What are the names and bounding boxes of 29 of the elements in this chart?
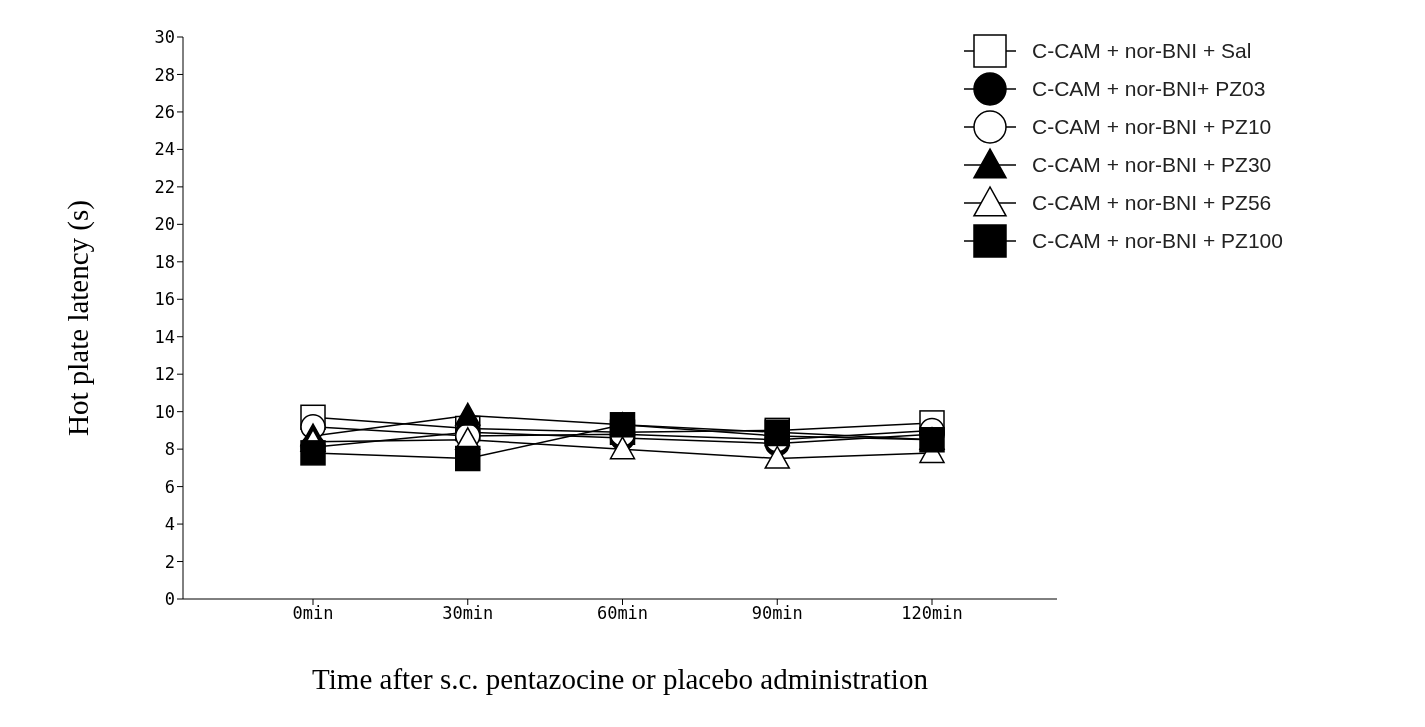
y-tick-label: 12 xyxy=(154,364,175,385)
y-tick-label: 4 xyxy=(164,514,175,535)
y-tick-label: 10 xyxy=(154,401,175,422)
y-tick-label: 28 xyxy=(154,64,175,85)
y-tick-label: 22 xyxy=(154,176,175,197)
legend-label: C-CAM + nor-BNI + PZ100 xyxy=(1032,229,1283,253)
x-tick-label: 60min xyxy=(596,603,649,624)
legend-label: C-CAM + nor-BNI + PZ30 xyxy=(1032,153,1272,177)
x-tick-label: 120min xyxy=(901,603,963,624)
legend-label: C-CAM + nor-BNI + PZ56 xyxy=(1032,191,1272,215)
y-tick-label: 2 xyxy=(164,551,175,572)
x-axis-title: Time after s.c. pentazocine or placebo administration xyxy=(312,663,929,695)
y-tick-label: 30 xyxy=(154,27,175,48)
x-tick-label: 0min xyxy=(292,603,334,624)
y-tick-label: 24 xyxy=(154,139,175,160)
legend-label: C-CAM + nor-BNI + PZ10 xyxy=(1032,115,1272,139)
y-tick-label: 0 xyxy=(164,589,175,610)
y-tick-label: 8 xyxy=(164,439,175,460)
y-tick-label: 16 xyxy=(154,289,175,310)
x-tick-label: 90min xyxy=(751,603,803,624)
y-tick-label: 6 xyxy=(164,476,175,497)
legend-label: C-CAM + nor-BNI + Sal xyxy=(1032,39,1252,63)
y-tick-label: 14 xyxy=(154,326,175,347)
y-tick-label: 26 xyxy=(154,101,175,122)
y-tick-label: 18 xyxy=(154,251,175,272)
x-tick-label: 30min xyxy=(442,603,494,624)
y-tick-label: 20 xyxy=(154,214,175,235)
legend-label: C-CAM + nor-BNI+ PZ03 xyxy=(1032,77,1266,101)
y-axis-title: Hot plate latency (s) xyxy=(62,200,96,436)
